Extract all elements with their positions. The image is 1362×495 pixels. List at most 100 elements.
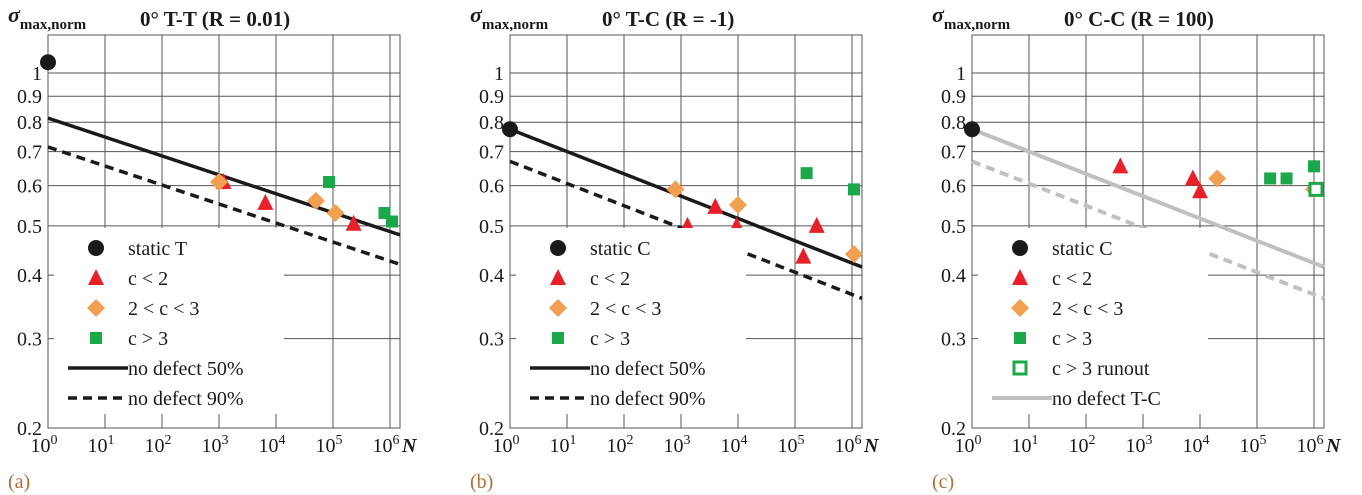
legend-label: no defect 50% [590,358,706,380]
y-tick-label: 0.3 [17,329,42,351]
y-tick-label: 0.3 [941,329,966,351]
legend-marker [88,269,104,285]
chart-title: 0° C-C (R = 100) [1064,7,1214,31]
chart-title: 0° T-T (R = 0.01) [140,7,290,31]
y-tick-label: 0.7 [479,142,504,164]
series-line [509,127,863,269]
y-tick-label: 0.4 [941,265,966,287]
data-point [386,215,398,228]
y-tick-label: 0.9 [941,86,966,108]
x-tick-label: 102 [1069,433,1096,457]
data-point [1308,181,1324,197]
x-tick-label: 100 [31,433,58,457]
y-axis-label: σmax,norm [8,2,87,33]
legend-box [54,228,284,414]
chart-panel-0: 100 101 102 103 104 105 106 N 0.2 0.3 0.4 0.5 0.6 0.7… [8,2,418,493]
data-point [306,191,325,210]
legend-marker [552,332,564,344]
data-point [1192,182,1208,199]
x-tick-label: 105 [778,433,805,457]
data-point [729,195,747,214]
data-point [800,167,813,180]
y-tick-label: 0.5 [479,216,504,238]
legend-box [516,228,746,414]
data-point [1308,160,1320,173]
legend-label: no defect 50% [128,358,244,380]
y-tick-label: 0.6 [479,176,504,198]
x-tick-label: 102 [607,433,634,457]
legend-marker [1012,269,1028,285]
y-tick-label: 0.9 [17,86,42,108]
legend-marker [550,240,566,256]
x-tick-label: 105 [316,433,343,457]
x-tick-label: 106 [835,433,862,457]
y-tick-label: 0.6 [941,176,966,198]
x-tick-label: 101 [550,433,577,457]
data-point [1112,157,1129,174]
x-tick-label: 104 [259,433,286,457]
x-tick-label: 101 [88,433,115,457]
chart-panel-2: 100 101 102 103 104 105 106 N 0.2 0.3 0.4 0.5 0.6 0.7… [932,2,1342,493]
x-tick-label: 103 [664,433,691,457]
legend-label: c > 3 [590,328,630,350]
legend-marker [1014,332,1026,344]
y-tick-label: 0.2 [479,418,504,440]
data-point [257,193,274,210]
x-tick-label: 106 [373,433,400,457]
x-tick-label: 103 [1126,433,1153,457]
x-axis-label: N [401,435,418,457]
x-tick-label: 100 [493,433,520,457]
data-point [1264,172,1277,185]
y-tick-label: 1 [956,63,966,85]
data-point [322,176,335,189]
legend-box [978,228,1208,414]
x-axis-label: N [863,435,880,457]
y-tick-label: 0.4 [479,265,504,287]
y-tick-label: 0.6 [17,176,42,198]
y-tick-label: 0.2 [941,418,966,440]
x-tick-label: 101 [1012,433,1039,457]
x-tick-label: 105 [1240,433,1267,457]
y-tick-label: 0.4 [17,265,42,287]
data-point [40,54,56,71]
data-point [666,180,685,199]
y-tick-label: 0.7 [941,142,966,164]
data-point [1280,172,1293,185]
y-tick-label: 0.8 [479,112,504,134]
legend-label: static C [1052,238,1113,260]
x-tick-label: 102 [145,433,172,457]
legend-marker [1012,240,1028,256]
x-tick-label: 104 [721,433,748,457]
data-point [964,121,980,138]
x-tick-label: 103 [202,433,229,457]
legend-marker [550,269,566,285]
y-tick-label: 1 [32,63,42,85]
panel-label: (b) [470,471,493,493]
legend-label: 2 < c < 3 [590,298,661,320]
data-point [210,173,228,192]
x-tick-label: 100 [955,433,982,457]
legend-marker [549,299,567,317]
series-line [971,127,1325,269]
y-axis-label: σmax,norm [932,2,1011,33]
legend-label: c > 3 runout [1052,358,1150,380]
series-line [47,145,401,267]
x-tick-label: 106 [1297,433,1324,457]
data-point [848,183,860,196]
legend-label: c < 2 [590,268,630,290]
data-point [795,247,812,264]
y-tick-label: 0.9 [479,86,504,108]
y-tick-label: 0.8 [17,112,42,134]
legend-marker [87,299,105,317]
y-tick-label: 0.8 [941,112,966,134]
data-point [707,197,724,214]
legend-label: static C [590,238,651,260]
legend-marker [1011,299,1029,317]
x-tick-label: 104 [1183,433,1210,457]
legend-label: no defect 90% [128,388,244,410]
data-point [808,216,825,233]
x-axis-label: N [1325,435,1342,457]
legend-label: c > 3 [128,328,168,350]
y-tick-label: 0.2 [17,418,42,440]
